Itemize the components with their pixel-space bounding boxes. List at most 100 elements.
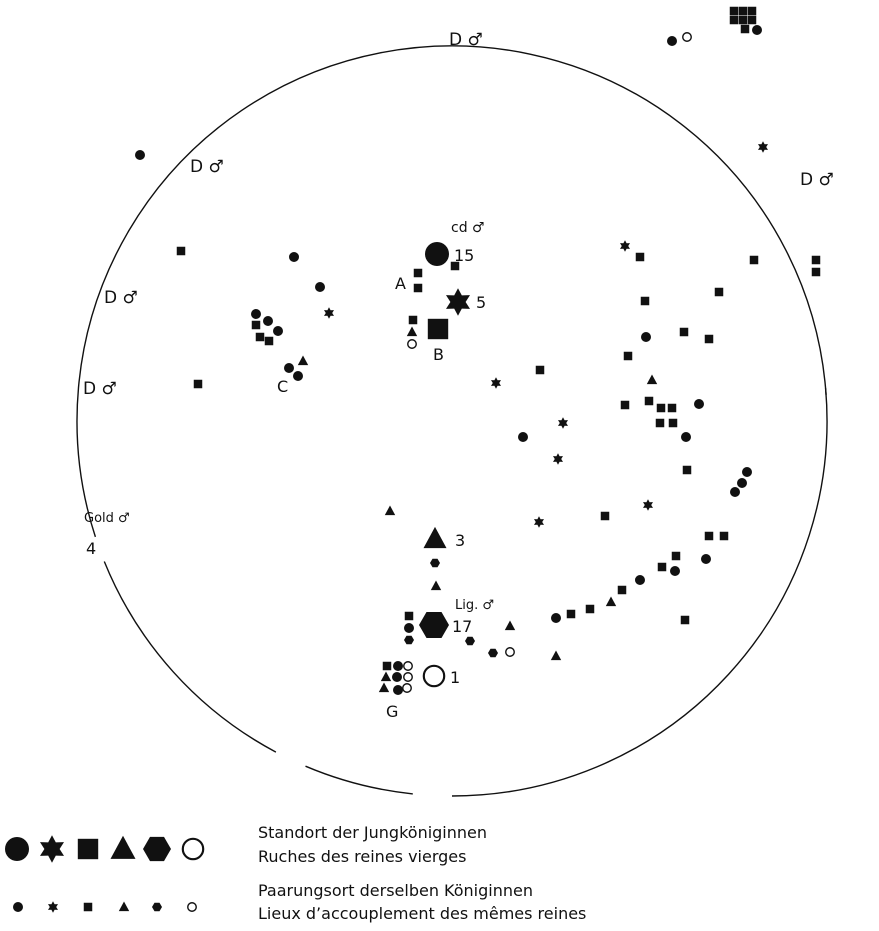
legend-hive-symbol [5, 837, 29, 861]
legend-mating-symbol [13, 902, 23, 912]
mating-site-mark [413, 268, 423, 278]
mating-site-mark [605, 596, 617, 607]
mating-site-mark [747, 6, 757, 16]
mating-site-mark [384, 505, 396, 516]
legend-hive-symbol [110, 835, 136, 859]
mating-site-mark [646, 374, 658, 385]
drone-label-upper-right: D ♂ [800, 170, 834, 190]
legend-mating-symbol [187, 902, 197, 912]
mating-site-mark [550, 650, 562, 661]
mating-site-mark [682, 465, 692, 475]
legend-hive-symbol [40, 835, 64, 863]
mating-site-mark [811, 267, 821, 277]
mating-site-mark [729, 6, 739, 16]
mating-site-mark [413, 283, 423, 293]
legend-mating-french: Lieux d’accouplement des mêmes reines [258, 904, 586, 923]
mating-site-mark [315, 282, 325, 292]
mating-site-mark [643, 499, 653, 511]
drone-label-top: D ♂ [449, 30, 483, 50]
mating-site-mark [635, 252, 645, 262]
hive-marker-triangle [423, 526, 447, 549]
mating-site-mark [402, 683, 412, 693]
mating-site-mark [176, 246, 186, 256]
mating-site-mark [740, 24, 750, 34]
mating-sites [135, 6, 821, 695]
hive-marker-square [427, 318, 449, 340]
mating-site-mark [404, 623, 414, 633]
legend-mating-symbol [48, 901, 58, 913]
legend-hive-symbol [77, 838, 99, 860]
mating-site-mark [251, 309, 261, 319]
mating-site-mark [535, 365, 545, 375]
mating-site-mark [382, 661, 392, 671]
mating-site-mark [430, 580, 442, 591]
mating-site-mark [289, 252, 299, 262]
drone-label-upper-left: D ♂ [190, 157, 224, 177]
hive-marker-hexagon [419, 612, 449, 638]
hive-marker-circle [425, 242, 449, 266]
mating-site-mark [393, 661, 403, 671]
hive-count-3: 3 [455, 531, 465, 550]
boundary-arc-3 [103, 561, 277, 753]
mating-site-mark [408, 315, 418, 325]
hive-marker-open-circle [422, 664, 446, 688]
mating-site-mark [620, 400, 630, 410]
mating-site-mark [255, 332, 265, 342]
mating-site-mark [491, 377, 501, 389]
mating-site-mark [701, 554, 711, 564]
legend-mating-symbol [152, 902, 162, 912]
legend-hives-german: Standort der Jungköniginnen [258, 823, 487, 842]
mating-site-mark [406, 326, 418, 337]
mating-site-mark [393, 685, 403, 695]
mating-site-mark [644, 396, 654, 406]
mating-site-mark [657, 562, 667, 572]
mating-site-mark [378, 682, 390, 693]
mating-site-mark [297, 355, 309, 366]
hive-count-15: 15 [454, 246, 474, 265]
legend-mating-symbol [118, 901, 130, 912]
mating-site-mark [694, 399, 704, 409]
mating-site-mark [558, 417, 568, 429]
hive-label-c: C [277, 377, 288, 396]
hive-marker-star [446, 288, 470, 316]
mating-site-mark [714, 287, 724, 297]
mating-site-mark [747, 15, 757, 25]
mating-site-mark [404, 635, 414, 645]
mating-site-mark [640, 296, 650, 306]
legend-mating-german: Paarungsort derselben Königinnen [258, 881, 533, 900]
mating-site-mark [553, 453, 563, 465]
drone-label-left: D ♂ [83, 379, 117, 399]
mating-site-mark [667, 36, 677, 46]
hive-count-17: 17 [452, 617, 472, 636]
boundary-arc-4 [76, 45, 827, 538]
mating-site-mark [681, 432, 691, 442]
mating-site-mark [324, 307, 334, 319]
legend-mating-symbols [13, 901, 197, 913]
mating-site-mark [404, 611, 414, 621]
mating-site-mark [518, 432, 528, 442]
mating-site-mark [403, 661, 413, 671]
mating-site-mark [670, 566, 680, 576]
mating-site-mark [251, 320, 261, 330]
drone-label-cd: cd ♂ [451, 220, 485, 236]
mating-site-mark [738, 15, 748, 25]
mating-site-mark [719, 531, 729, 541]
mating-site-mark [729, 15, 739, 25]
mating-site-mark [551, 613, 561, 623]
mating-site-mark [742, 467, 752, 477]
mating-site-mark [704, 531, 714, 541]
mating-site-mark [749, 255, 759, 265]
mating-site-mark [585, 604, 595, 614]
mating-site-mark [641, 332, 651, 342]
mating-site-mark [264, 336, 274, 346]
mating-site-mark [682, 32, 692, 42]
mating-site-mark [504, 620, 516, 631]
drone-label-mid-left: D ♂ [104, 288, 138, 308]
hive-label-b: B [433, 345, 444, 364]
hive-label-g: G [386, 702, 398, 721]
mating-site-mark [635, 575, 645, 585]
mating-site-mark [450, 261, 460, 271]
mating-site-mark [704, 334, 714, 344]
mating-site-mark [620, 240, 630, 252]
